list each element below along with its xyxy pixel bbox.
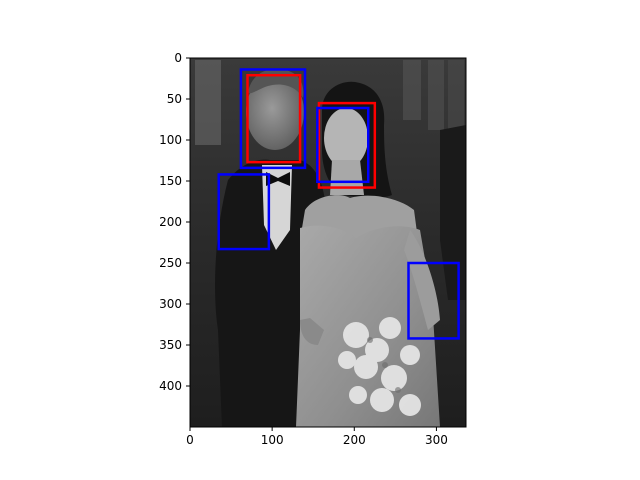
y-axis: 0 50 100 150 200 250 300 350 400 (159, 51, 190, 393)
blue-bounding-box (407, 261, 460, 340)
photo-image (190, 58, 466, 427)
red-bounding-box (317, 101, 377, 189)
blue-bounding-box (217, 173, 271, 251)
y-tick-label: 350 (159, 338, 182, 352)
y-tick-label: 250 (159, 256, 182, 270)
y-tick-label: 0 (174, 51, 182, 65)
x-tick-label: 0 (186, 433, 194, 447)
x-tick-label: 300 (425, 433, 448, 447)
red-bounding-box (246, 73, 302, 164)
axes-frame (189, 57, 467, 428)
y-tick-label: 300 (159, 297, 182, 311)
blue-bounding-box (239, 68, 307, 170)
blue-bounding-box (316, 106, 370, 184)
detection-boxes (217, 68, 460, 340)
x-tick-label: 100 (261, 433, 284, 447)
y-tick-label: 150 (159, 174, 182, 188)
y-tick-label: 400 (159, 379, 182, 393)
y-tick-label: 50 (167, 92, 182, 106)
y-tick-label: 100 (159, 133, 182, 147)
x-tick-label: 200 (343, 433, 366, 447)
x-axis: 0 100 200 300 (186, 427, 448, 447)
y-tick-label: 200 (159, 215, 182, 229)
